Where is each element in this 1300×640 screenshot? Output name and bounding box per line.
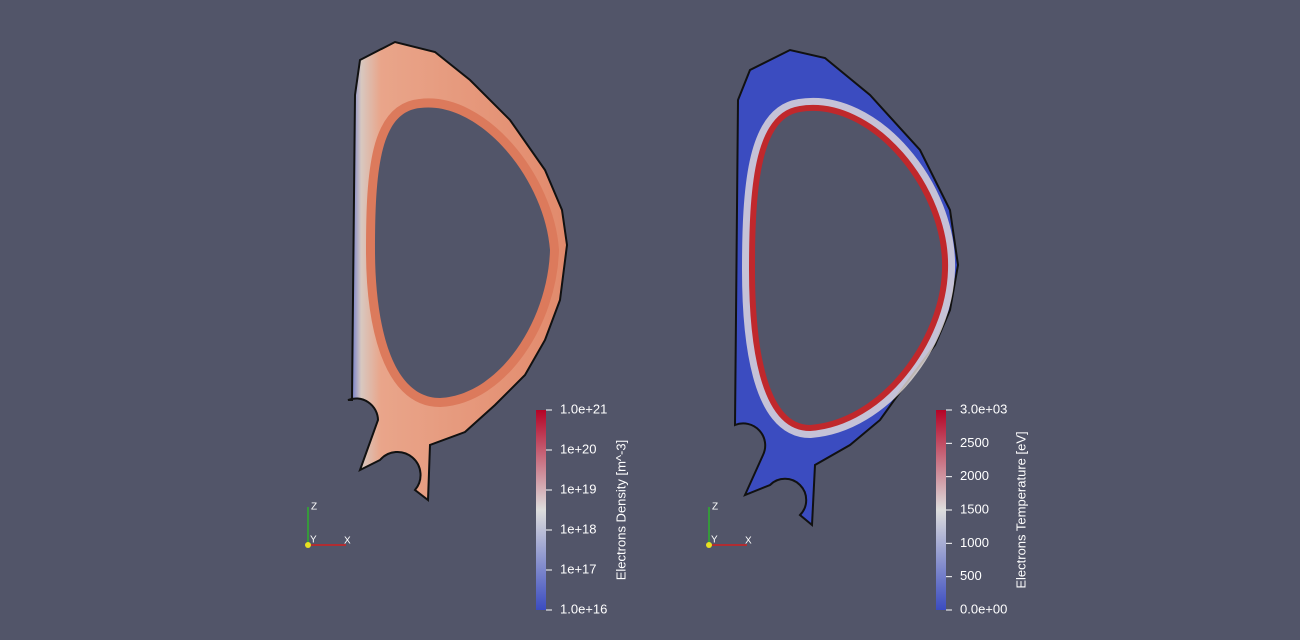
colorbar-tick-label: 1e+18 bbox=[560, 521, 597, 536]
colorbar-tick-label: 1.0e+21 bbox=[560, 401, 607, 416]
colorbar-title: Electrons Temperature [eV] bbox=[1013, 431, 1028, 588]
axis-label: Z bbox=[712, 502, 718, 513]
colorbar-tick-label: 1e+17 bbox=[560, 561, 597, 576]
colorbar-tick-label: 1e+19 bbox=[560, 481, 597, 496]
colorbar bbox=[936, 410, 946, 610]
colorbar-tick-label: 1e+20 bbox=[560, 441, 597, 456]
colorbar-tick-label: 0.0e+00 bbox=[960, 601, 1007, 616]
colorbar-tick-label: 2500 bbox=[960, 435, 989, 450]
colorbar-title: Electrons Density [m^-3] bbox=[613, 440, 628, 580]
axis-origin bbox=[706, 542, 712, 548]
axis-label: X bbox=[745, 536, 752, 547]
colorbar-tick-label: 500 bbox=[960, 568, 982, 583]
axis-label: Z bbox=[311, 502, 317, 513]
colorbar-tick-label: 1500 bbox=[960, 501, 989, 516]
colorbar-tick-label: 1000 bbox=[960, 535, 989, 550]
colorbar-tick-label: 2000 bbox=[960, 468, 989, 483]
temperature-mesh bbox=[733, 48, 960, 528]
colorbar-tick-label: 1.0e+16 bbox=[560, 601, 607, 616]
axis-origin bbox=[305, 542, 311, 548]
axis-label: X bbox=[344, 536, 351, 547]
axis-label: Y bbox=[711, 535, 718, 546]
density-mesh bbox=[347, 40, 569, 502]
axis-label: Y bbox=[310, 535, 317, 546]
colorbar-tick-label: 3.0e+03 bbox=[960, 401, 1007, 416]
colorbar bbox=[536, 410, 546, 610]
